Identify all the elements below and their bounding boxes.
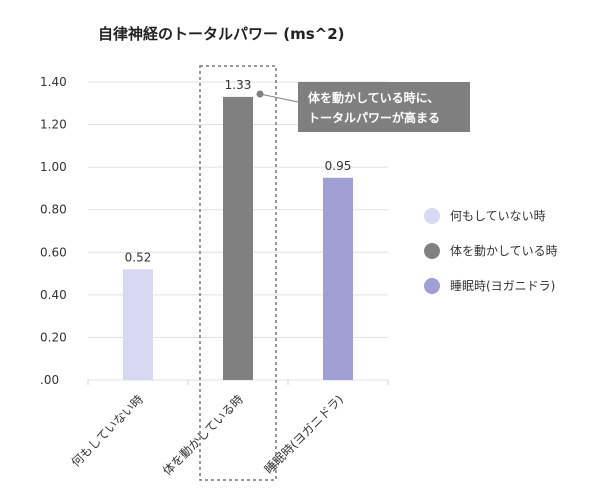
chart-title: 自律神経のトータルパワー (ms^2) <box>98 25 345 43</box>
callout-box <box>298 82 470 132</box>
x-tick-label: 何もしていない時 <box>69 392 147 470</box>
y-tick-label: .00 <box>40 373 59 387</box>
highlight-box <box>199 65 277 481</box>
x-axis-tick-labels: 何もしていない時 体を動かしている時 睡眠時(ヨガニドラ) <box>69 392 347 478</box>
legend-marker <box>424 278 440 294</box>
y-tick-label: 1.40 <box>40 75 67 89</box>
y-tick-label: 0.80 <box>40 203 67 217</box>
data-label: 0.52 <box>125 250 152 264</box>
callout-text: 体を動かしている時に、 <box>308 90 439 105</box>
data-labels: 0.52 1.33 0.95 <box>125 78 352 264</box>
bar <box>223 96 253 381</box>
y-tick-label: 1.00 <box>40 160 67 174</box>
highlight-dashed-box <box>199 65 277 481</box>
y-tick-label: 0.40 <box>40 288 67 302</box>
callout: 体を動かしている時に、トータルパワーが高まる <box>256 82 470 132</box>
y-axis-tick-labels: .00 0.20 0.40 0.60 0.80 1.00 1.20 1.40 <box>40 75 67 387</box>
data-label: 0.95 <box>325 159 352 173</box>
legend-entry: 睡眠時(ヨガニドラ) <box>450 279 555 293</box>
callout-text: トータルパワーが高まる <box>308 110 440 125</box>
callout-dot <box>256 90 264 98</box>
bar <box>123 269 153 380</box>
y-tick-label: 0.20 <box>40 330 67 344</box>
legend-marker <box>424 243 440 259</box>
y-tick-label: 1.20 <box>40 118 67 132</box>
x-tick-label: 睡眠時(ヨガニドラ) <box>262 392 346 476</box>
data-label: 1.33 <box>225 78 252 92</box>
bar <box>323 177 353 380</box>
callout-connector <box>259 93 299 103</box>
legend-entry: 体を動かしている時 <box>450 244 558 258</box>
bars <box>123 96 353 381</box>
y-tick-label: 0.60 <box>40 245 67 259</box>
legend-entry: 何もしていない時 <box>450 209 546 223</box>
legend-marker <box>424 208 440 224</box>
x-tick-label: 体を動かしている時 <box>160 392 246 478</box>
